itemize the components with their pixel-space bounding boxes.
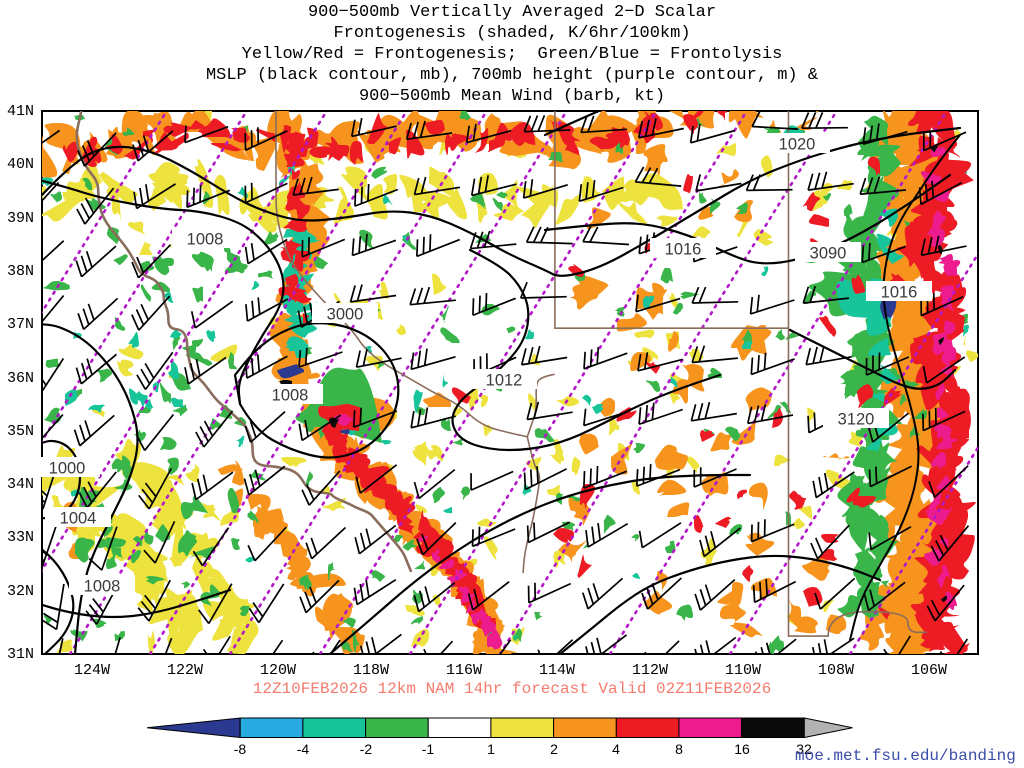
svg-text:2: 2 [550, 741, 558, 757]
svg-text:-4: -4 [297, 741, 310, 757]
svg-text:4: 4 [612, 741, 620, 757]
svg-text:8: 8 [675, 741, 683, 757]
svg-text:1: 1 [487, 741, 495, 757]
svg-text:-1: -1 [422, 741, 435, 757]
svg-text:16: 16 [734, 741, 750, 757]
svg-text:-8: -8 [234, 741, 247, 757]
svg-text:-2: -2 [360, 741, 373, 757]
